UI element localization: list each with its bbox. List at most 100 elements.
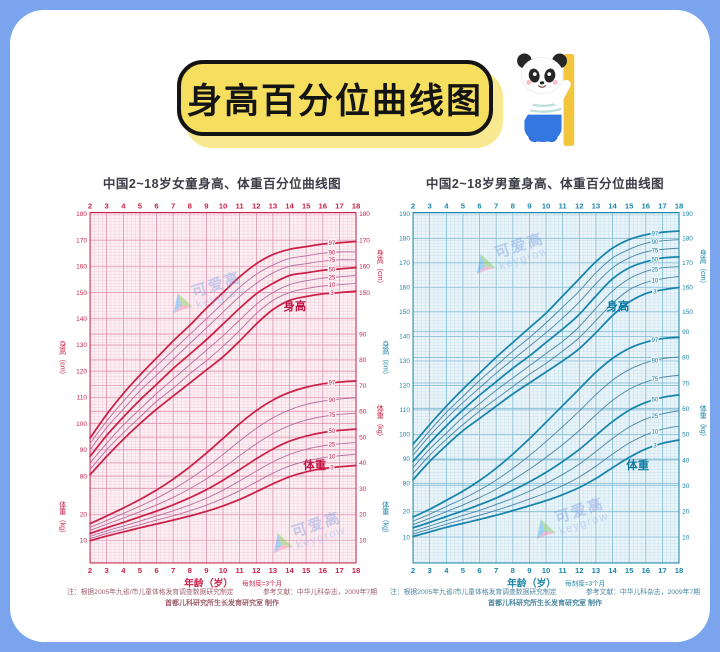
- svg-text:150: 150: [682, 309, 693, 316]
- svg-text:70: 70: [359, 383, 367, 390]
- svg-text:160: 160: [399, 285, 410, 292]
- svg-text:10: 10: [219, 201, 228, 210]
- svg-text:13: 13: [269, 201, 278, 210]
- svg-text:20: 20: [682, 509, 690, 516]
- svg-text:25: 25: [329, 443, 336, 449]
- svg-text:8: 8: [188, 201, 193, 210]
- svg-text:20: 20: [80, 512, 88, 519]
- svg-text:6: 6: [154, 566, 159, 575]
- svg-text:9: 9: [204, 201, 208, 210]
- svg-text:97: 97: [652, 231, 659, 237]
- svg-text:每刻度=3个月: 每刻度=3个月: [565, 579, 605, 588]
- girls-growth-chart: 中国2~18岁女童身高、体重百分位曲线图 2 2 3 3 4 4 5 5 6 6 7 7 8 8 9 9 10 1…: [55, 173, 389, 608]
- svg-text:5: 5: [138, 566, 143, 575]
- svg-text:10: 10: [359, 537, 367, 544]
- panda-mascot-icon: [516, 53, 575, 146]
- svg-text:每刻度=3个月: 每刻度=3个月: [242, 579, 282, 588]
- svg-text:6: 6: [477, 566, 482, 575]
- svg-text:16: 16: [642, 201, 651, 210]
- title-banner: 身高百分位曲线图: [177, 60, 493, 136]
- svg-text:50: 50: [682, 432, 690, 439]
- svg-text:180: 180: [682, 236, 693, 243]
- svg-text:4: 4: [444, 566, 449, 575]
- svg-text:100: 100: [76, 421, 87, 428]
- svg-text:12: 12: [575, 566, 584, 575]
- svg-text:15: 15: [302, 566, 311, 575]
- banner-title: 身高百分位曲线图: [186, 81, 483, 121]
- svg-text:110: 110: [400, 407, 411, 414]
- svg-text:体重（kg）: 体重（kg）: [699, 404, 708, 441]
- content-panel: 身高百分位曲线图 中国2~18岁女童身高、体重百分位曲线图 2 2 3 3 4 4 5 5 6 6…: [10, 10, 710, 642]
- svg-text:90: 90: [80, 447, 88, 454]
- svg-text:3: 3: [105, 566, 110, 575]
- svg-text:体重（kg）: 体重（kg）: [376, 404, 385, 441]
- svg-text:3: 3: [428, 566, 433, 575]
- svg-text:50: 50: [652, 398, 659, 404]
- svg-text:80: 80: [682, 355, 690, 362]
- footnote-source: 注：根据2005年九省/市儿童体格发育调查数据研究制定: [390, 588, 557, 596]
- svg-text:90: 90: [329, 250, 336, 256]
- svg-text:60: 60: [682, 406, 690, 413]
- svg-text:17: 17: [658, 201, 667, 210]
- svg-text:75: 75: [652, 248, 659, 254]
- svg-text:80: 80: [80, 473, 88, 480]
- svg-text:17: 17: [658, 566, 667, 575]
- svg-text:18: 18: [675, 201, 684, 210]
- svg-text:90: 90: [359, 331, 367, 338]
- svg-text:2: 2: [88, 566, 92, 575]
- svg-text:50: 50: [329, 267, 336, 273]
- ruler-icon: [563, 54, 575, 146]
- svg-text:3: 3: [653, 444, 657, 450]
- svg-text:150: 150: [359, 290, 370, 297]
- svg-text:130: 130: [76, 342, 87, 349]
- svg-text:6: 6: [477, 201, 482, 210]
- svg-text:身高: 身高: [607, 299, 630, 313]
- svg-text:7: 7: [494, 201, 498, 210]
- svg-text:3: 3: [330, 291, 334, 297]
- svg-text:17: 17: [335, 201, 344, 210]
- svg-text:3: 3: [330, 465, 334, 471]
- svg-text:9: 9: [527, 566, 531, 575]
- svg-text:12: 12: [252, 566, 261, 575]
- footnote-maker: 首都儿科研究所生长发育研究室 制作: [165, 599, 279, 607]
- svg-text:25: 25: [652, 414, 659, 420]
- svg-text:14: 14: [608, 201, 617, 210]
- svg-text:40: 40: [359, 460, 367, 467]
- svg-text:140: 140: [76, 316, 87, 323]
- svg-text:25: 25: [329, 275, 336, 281]
- svg-text:11: 11: [236, 201, 245, 210]
- svg-text:4: 4: [444, 201, 449, 210]
- svg-text:5: 5: [138, 201, 143, 210]
- svg-text:170: 170: [682, 260, 693, 267]
- svg-text:8: 8: [188, 566, 193, 575]
- svg-text:10: 10: [403, 534, 411, 541]
- svg-text:20: 20: [403, 509, 411, 516]
- svg-text:2: 2: [411, 201, 415, 210]
- svg-text:3: 3: [428, 201, 433, 210]
- svg-text:身高（cm）: 身高（cm）: [58, 340, 67, 379]
- svg-text:90: 90: [652, 240, 659, 246]
- girls-chart-title: 中国2~18岁女童身高、体重百分位曲线图: [102, 177, 342, 191]
- svg-text:18: 18: [352, 566, 361, 575]
- svg-text:16: 16: [642, 566, 651, 575]
- footnote-reference: 参考文献：中华儿科杂志，2009年7期: [585, 588, 700, 596]
- boys-plot-area: 2 2 3 3 4 4 5 5 6 6 7 7 8 8 9 9 10 10 11 11 12 12 13 13 14 14 15 15…: [381, 201, 708, 589]
- svg-text:50: 50: [359, 434, 367, 441]
- svg-text:体重: 体重: [626, 458, 649, 472]
- svg-text:13: 13: [269, 566, 278, 575]
- svg-text:15: 15: [625, 566, 634, 575]
- svg-text:身高: 身高: [284, 299, 307, 313]
- svg-text:3: 3: [105, 201, 110, 210]
- svg-text:12: 12: [252, 201, 261, 210]
- svg-text:150: 150: [399, 309, 410, 316]
- svg-text:10: 10: [329, 454, 336, 460]
- svg-text:14: 14: [608, 566, 617, 575]
- svg-text:140: 140: [399, 334, 410, 341]
- svg-text:70: 70: [682, 380, 690, 387]
- svg-text:8: 8: [511, 201, 516, 210]
- svg-text:160: 160: [682, 285, 693, 292]
- svg-text:20: 20: [359, 512, 367, 519]
- svg-text:97: 97: [329, 381, 336, 387]
- svg-text:190: 190: [399, 211, 410, 218]
- svg-text:50: 50: [329, 429, 336, 435]
